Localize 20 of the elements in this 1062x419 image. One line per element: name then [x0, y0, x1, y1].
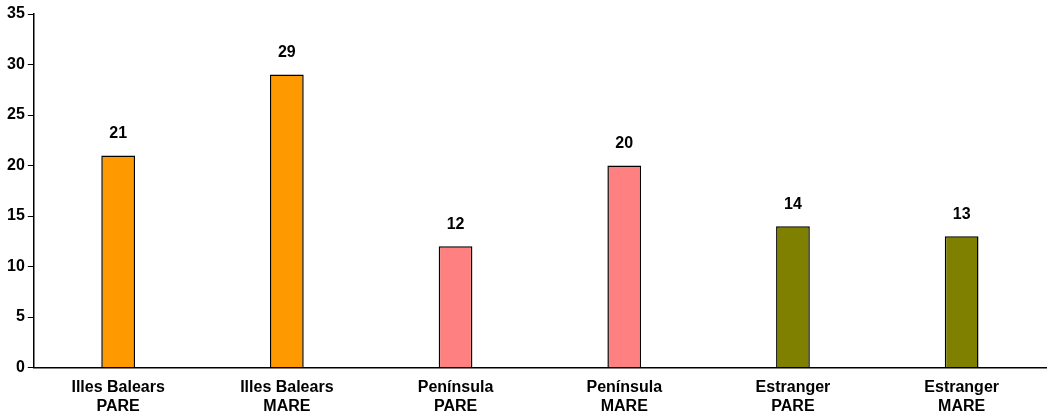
data-label: 21	[109, 123, 128, 141]
x-tick-label: Illes Balears MARE	[240, 377, 334, 414]
y-tick-label: 0	[15, 358, 25, 376]
y-tick-label: 35	[7, 4, 25, 22]
y-tick-label: 25	[7, 105, 25, 123]
data-label: 14	[784, 194, 802, 212]
y-tick-label: 5	[15, 307, 25, 325]
data-label: 20	[615, 133, 634, 151]
x-tick-label: Illes Balears PARE	[71, 377, 165, 414]
y-tick-label: 15	[7, 206, 25, 224]
data-label: 12	[446, 214, 465, 232]
x-tick-label: Estranger PARE	[755, 377, 831, 414]
y-tick-label: 30	[7, 54, 25, 72]
data-label: 13	[952, 204, 971, 222]
x-tick-label: Península PARE	[417, 377, 494, 414]
x-tick-label: Península MARE	[586, 377, 663, 414]
x-tick-label: Estranger MARE	[924, 377, 999, 414]
data-label: 29	[277, 43, 296, 61]
y-tick-label: 10	[7, 256, 25, 274]
y-tick-label: 20	[7, 155, 25, 173]
